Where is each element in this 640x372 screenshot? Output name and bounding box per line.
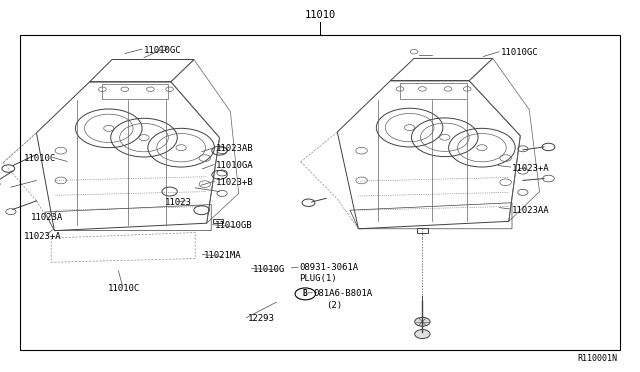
Text: 11010G: 11010G <box>253 265 285 274</box>
Text: 11023A: 11023A <box>31 213 63 222</box>
Text: 12293: 12293 <box>248 314 275 323</box>
Text: (2): (2) <box>326 301 342 310</box>
Text: 11021MA: 11021MA <box>204 251 241 260</box>
Circle shape <box>415 317 430 326</box>
Text: 081A6-B801A: 081A6-B801A <box>314 289 372 298</box>
Text: 11010GC: 11010GC <box>500 48 538 57</box>
Text: 11023+A: 11023+A <box>24 232 62 241</box>
Text: 11010C: 11010C <box>24 154 56 163</box>
Text: 11023+A: 11023+A <box>512 164 550 173</box>
Text: 11010GB: 11010GB <box>214 221 252 230</box>
Text: PLUG(1): PLUG(1) <box>300 275 337 283</box>
Text: 08931-3061A: 08931-3061A <box>300 263 358 272</box>
Text: 11023AA: 11023AA <box>512 206 550 215</box>
Text: 11023+B: 11023+B <box>216 178 254 187</box>
Text: 11023AB: 11023AB <box>216 144 254 153</box>
Text: 11023: 11023 <box>165 198 192 207</box>
Text: 11010GA: 11010GA <box>216 161 254 170</box>
Bar <box>417 228 428 233</box>
Text: 11010GC: 11010GC <box>144 46 182 55</box>
Circle shape <box>415 330 430 339</box>
Bar <box>213 219 223 223</box>
Text: R110001N: R110001N <box>578 354 618 363</box>
Text: 11010C: 11010C <box>108 284 140 293</box>
Bar <box>20 35 620 350</box>
Text: B: B <box>303 289 308 298</box>
Text: 11010: 11010 <box>305 10 335 20</box>
